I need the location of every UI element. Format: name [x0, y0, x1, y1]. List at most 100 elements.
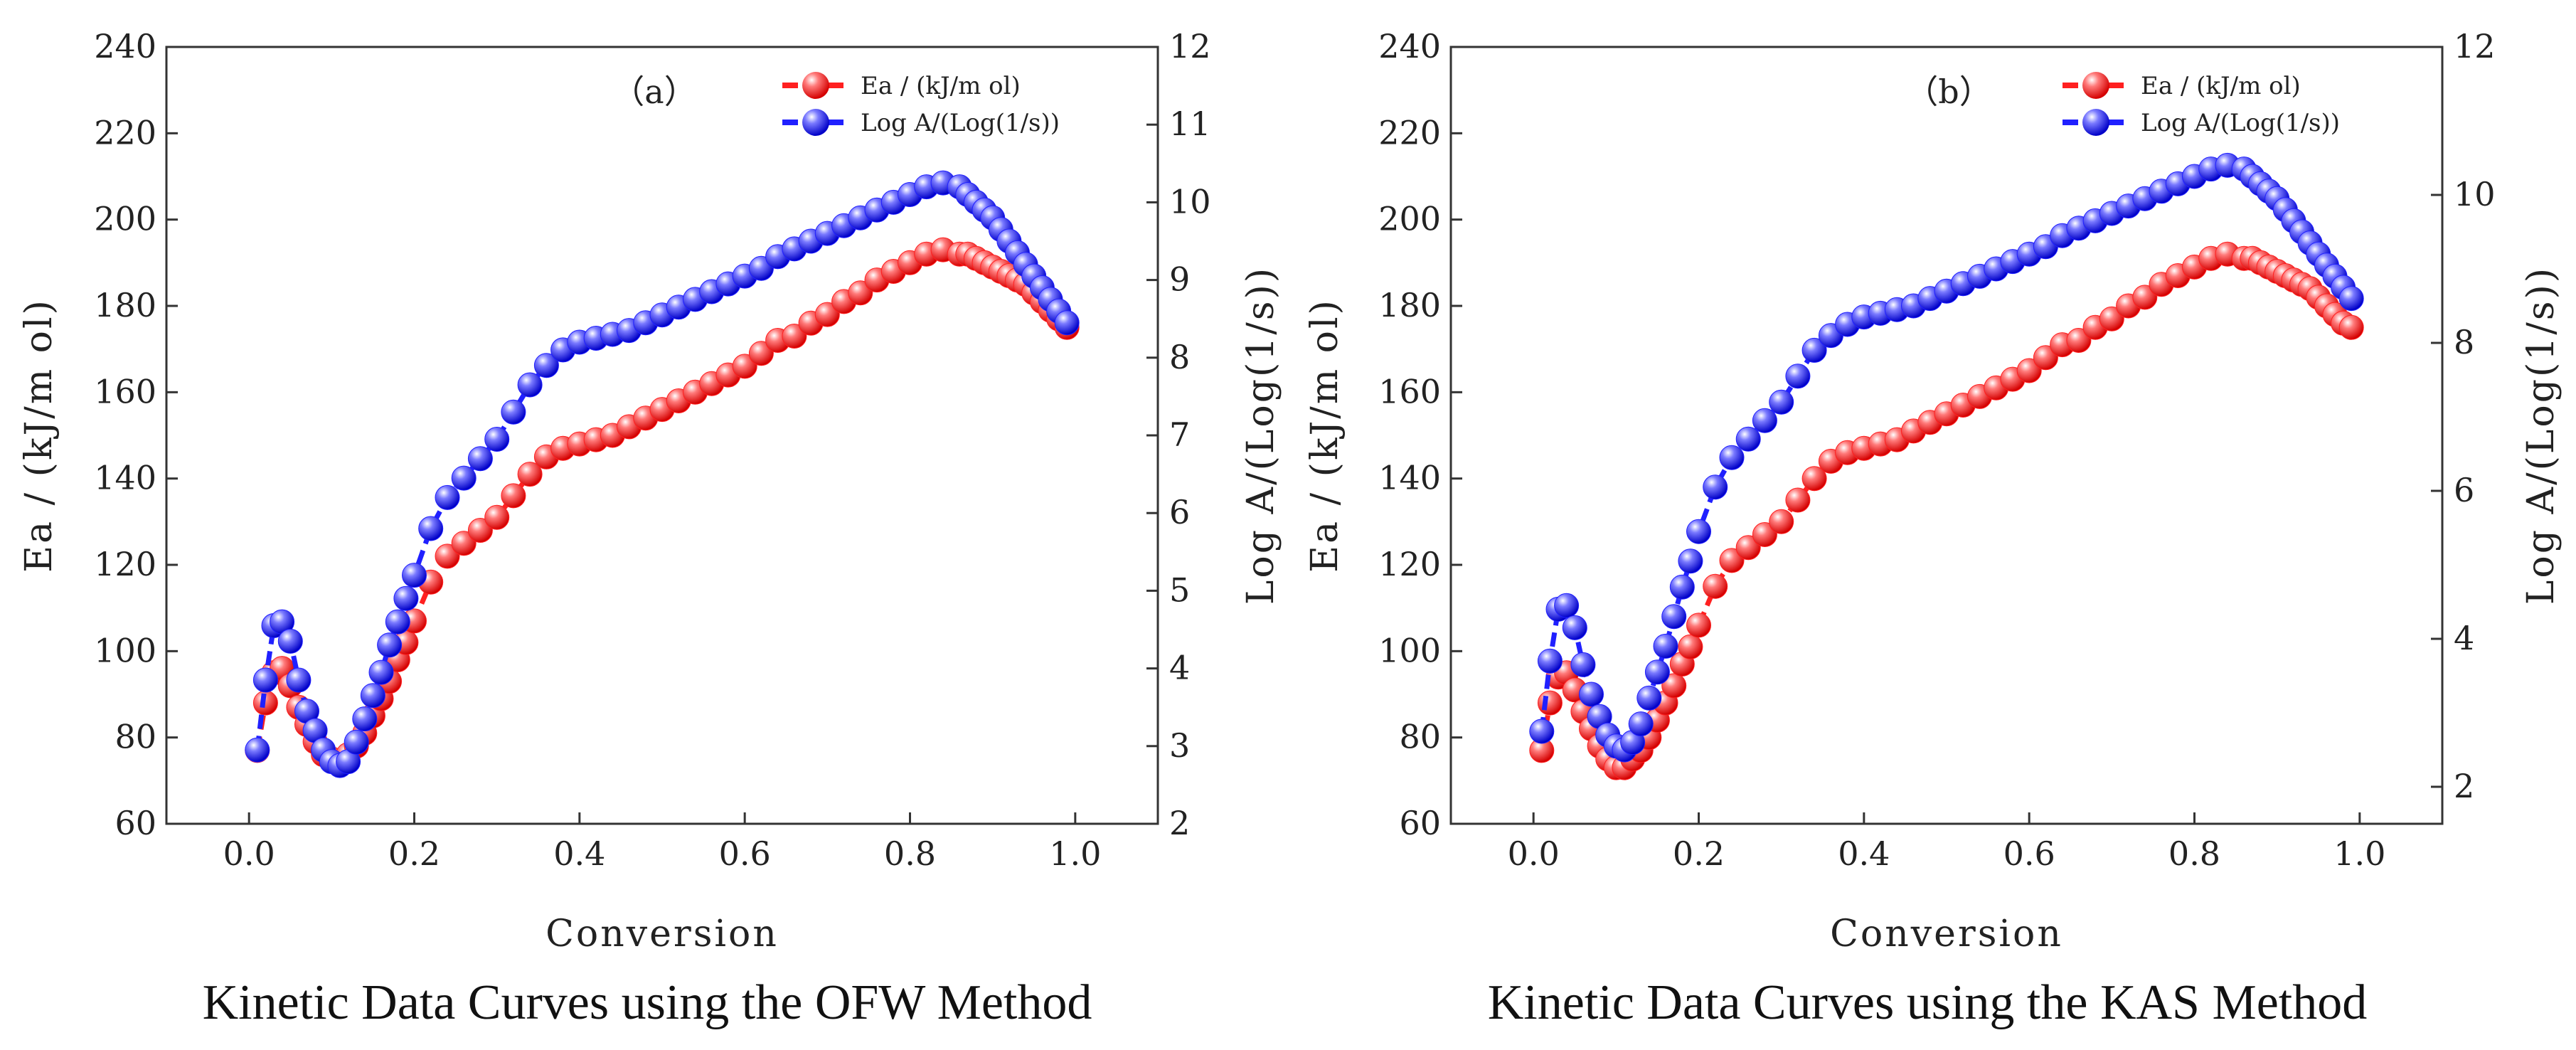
y-left-tick-label: 160: [94, 372, 156, 410]
data-point: [1769, 509, 1794, 534]
x-tick-label: 0.2: [388, 834, 440, 873]
data-point: [1644, 659, 1670, 685]
y-right-tick-label: 9: [1169, 260, 1190, 299]
data-point: [1054, 310, 1080, 336]
y-right-tick-label: 8: [2454, 323, 2474, 361]
data-point: [451, 465, 477, 491]
y-right-axis: 2 3 4 5 6 7 8 9 10 11 12: [1146, 27, 1211, 842]
legend-marker-loga: [2082, 109, 2109, 136]
chart-caption: Kinetic Data Curves using the OFW Method: [203, 975, 1092, 1030]
y-right-tick-label: 2: [1169, 804, 1190, 842]
data-point: [517, 372, 543, 398]
y-left-tick-label: 100: [94, 631, 156, 669]
panel-label: （a）: [612, 73, 696, 111]
data-point: [1669, 574, 1695, 600]
data-point: [352, 706, 378, 732]
legend: Ea / (kJ/m ol) Log A/(Log(1/s)): [2063, 72, 2340, 137]
legend: Ea / (kJ/m ol) Log A/(Log(1/s)): [782, 72, 1060, 137]
data-point: [1653, 633, 1678, 659]
data-point: [1678, 634, 1703, 659]
y-right-tick-label: 7: [1169, 415, 1190, 454]
y-left-tick-label: 180: [94, 286, 156, 324]
data-point: [501, 483, 526, 509]
x-tick-label: 1.0: [2333, 834, 2385, 873]
x-axis: 0.0 0.2 0.4 0.6 0.8 1.0: [223, 812, 1101, 873]
data-point: [533, 353, 559, 378]
y-left-axis-title: Ea / (kJ/m ol): [18, 298, 60, 573]
data-point: [1719, 548, 1745, 573]
y-left-tick-label: 160: [1378, 372, 1441, 410]
y-left-tick-label: 200: [94, 200, 156, 238]
data-point: [748, 341, 774, 366]
y-left-axis: 60 80 100 120 140 160 180 200 220 240: [94, 27, 178, 842]
data-point: [1570, 652, 1596, 677]
y-left-tick-label: 80: [1399, 718, 1441, 756]
data-point: [1752, 408, 1777, 433]
legend-marker-loga: [802, 109, 829, 136]
data-point: [1785, 364, 1811, 389]
data-point: [451, 531, 477, 556]
data-point: [252, 667, 278, 693]
y-right-axis-title: Log A/(Log(1/s)): [1240, 266, 1282, 605]
legend-label-ea: Ea / (kJ/m ol): [861, 72, 1021, 100]
data-point: [377, 632, 403, 658]
data-point: [782, 324, 807, 349]
data-point: [1785, 487, 1811, 513]
x-tick-label: 0.0: [1508, 834, 1560, 873]
y-right-axis-title: Log A/(Log(1/s)): [2520, 266, 2562, 605]
data-point: [2132, 285, 2158, 310]
data-point: [245, 737, 270, 763]
y-right-tick-label: 5: [1169, 571, 1190, 609]
data-point: [435, 543, 460, 569]
y-right-tick-label: 4: [2454, 619, 2474, 657]
data-point: [1686, 519, 1711, 544]
legend-marker-ea: [2082, 72, 2109, 99]
legend-label-loga: Log A/(Log(1/s)): [861, 109, 1060, 137]
data-point: [1735, 535, 1761, 561]
y-right-tick-label: 6: [1169, 493, 1190, 531]
legend-label-ea: Ea / (kJ/m ol): [2141, 72, 2301, 100]
legend-marker-ea: [802, 72, 829, 99]
series-loga: [245, 170, 1080, 778]
y-right-tick-label: 2: [2454, 767, 2474, 805]
x-tick-label: 0.8: [2168, 834, 2220, 873]
y-left-tick-label: 120: [1378, 545, 1441, 583]
y-left-tick-label: 220: [94, 113, 156, 152]
data-point: [1628, 711, 1654, 737]
data-point: [360, 683, 385, 709]
data-point: [1636, 685, 1662, 711]
data-point: [467, 518, 493, 543]
data-point: [1661, 673, 1687, 699]
x-tick-label: 0.0: [223, 834, 275, 873]
data-point: [1554, 593, 1580, 618]
data-point: [2338, 314, 2364, 340]
y-left-tick-label: 180: [1378, 286, 1441, 324]
data-point: [2016, 358, 2042, 383]
data-point: [1661, 604, 1687, 630]
y-left-tick-label: 200: [1378, 200, 1441, 238]
y-right-tick-label: 10: [1169, 182, 1211, 221]
y-left-tick-label: 60: [115, 804, 156, 842]
x-axis-title: Conversion: [1830, 913, 2063, 955]
y-left-tick-label: 60: [1399, 804, 1441, 842]
y-left-tick-label: 240: [94, 27, 156, 65]
data-point: [484, 427, 510, 452]
data-point: [344, 729, 369, 755]
data-point: [402, 563, 427, 588]
x-axis: 0.0 0.2 0.4 0.6 0.8 1.0: [1508, 812, 2385, 873]
y-left-tick-label: 220: [1378, 113, 1441, 152]
data-point: [1735, 426, 1761, 452]
data-point: [1769, 389, 1794, 415]
data-point: [517, 462, 543, 487]
data-point: [385, 609, 410, 635]
data-point: [467, 446, 493, 472]
x-tick-label: 0.4: [553, 834, 605, 873]
y-left-tick-label: 140: [94, 459, 156, 497]
data-point: [814, 302, 840, 327]
data-point: [2099, 306, 2124, 332]
x-tick-label: 0.6: [719, 834, 771, 873]
y-right-axis: 2 4 6 8 10 12: [2431, 27, 2496, 805]
chart-panel-b: 60 80 100 120 140 160 180 200 220 240 2 4 6 8 10 12 0.…: [1304, 27, 2562, 1030]
chart-panel-a: 60 80 100 120 140 160 180 200 220 240 2 3 4 5 6 7 8 9 10 1…: [18, 27, 1282, 1030]
chart-caption: Kinetic Data Curves using the KAS Method: [1488, 975, 2367, 1030]
